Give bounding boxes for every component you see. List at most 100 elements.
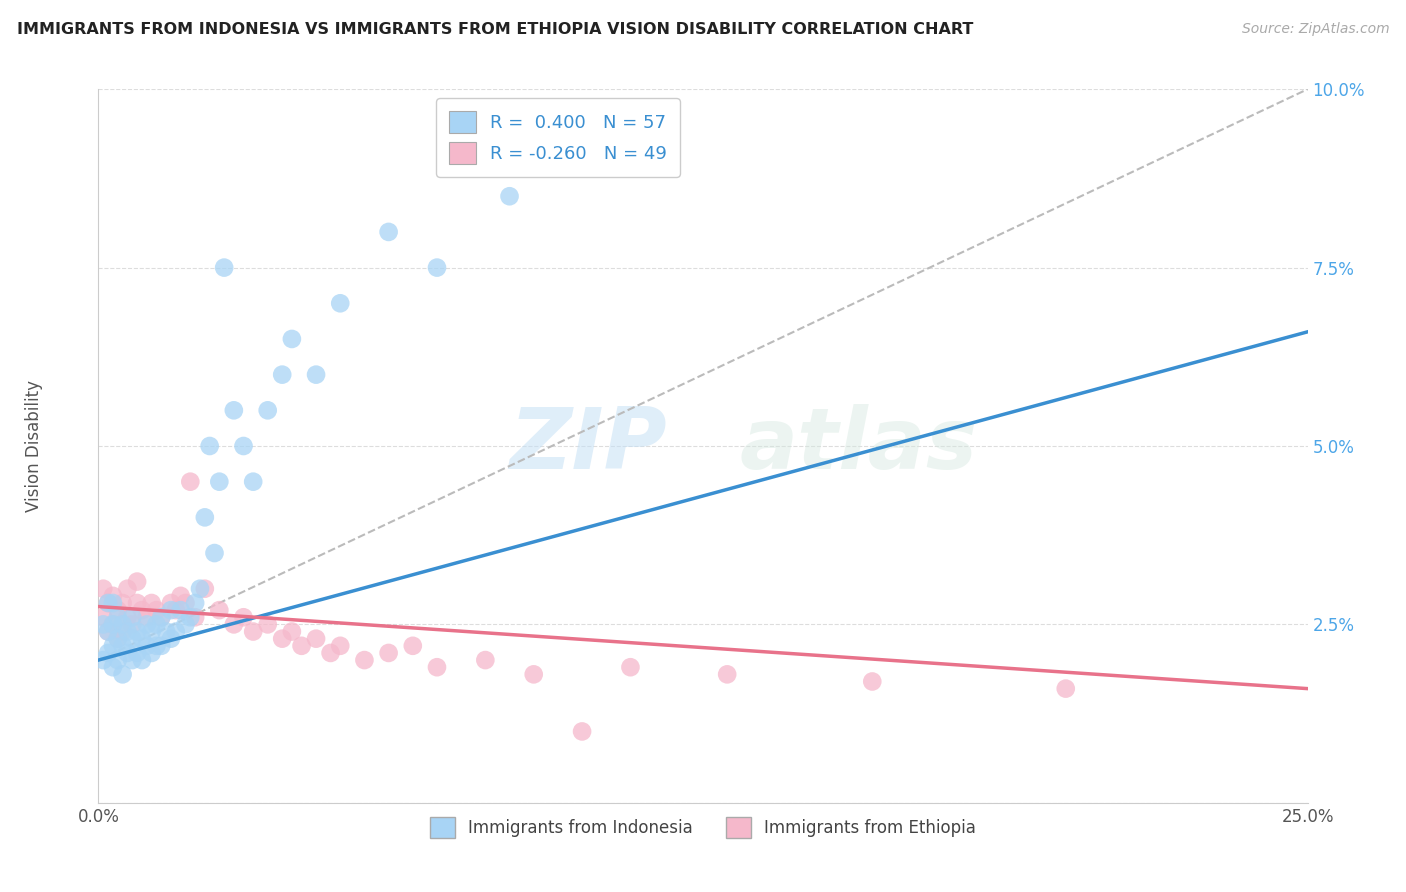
Point (169, 603, 191, 617)
Point (91, 617, 114, 632)
Point (127, 596, 149, 610)
Point (179, 475, 201, 489)
Text: ZIP: ZIP (509, 404, 666, 488)
Point (131, 653, 153, 667)
Point (194, 510, 217, 524)
Point (377, 646, 399, 660)
Point (474, 653, 496, 667)
Point (184, 596, 207, 610)
Point (121, 617, 143, 632)
Point (232, 610, 254, 624)
Point (107, 610, 129, 624)
Point (127, 624, 149, 639)
Point (426, 660, 449, 674)
Point (97, 596, 120, 610)
Point (281, 624, 304, 639)
Point (160, 632, 183, 646)
Point (111, 639, 134, 653)
Point (619, 660, 641, 674)
Point (127, 574, 149, 589)
Point (242, 475, 264, 489)
Point (860, 674, 883, 689)
Legend: Immigrants from Indonesia, Immigrants from Ethiopia: Immigrants from Indonesia, Immigrants fr… (423, 811, 983, 845)
Point (145, 617, 167, 632)
Point (97, 646, 120, 660)
Point (107, 653, 129, 667)
Point (101, 660, 124, 674)
Point (145, 639, 167, 653)
Point (121, 653, 143, 667)
Point (91, 610, 114, 624)
Point (117, 624, 139, 639)
Point (111, 617, 134, 632)
Point (165, 603, 187, 617)
Point (111, 596, 134, 610)
Point (107, 603, 129, 617)
Point (117, 646, 139, 660)
Point (155, 624, 177, 639)
Point (135, 617, 157, 632)
Point (97, 624, 120, 639)
Point (101, 617, 124, 632)
Point (135, 639, 157, 653)
Point (165, 624, 187, 639)
Point (127, 646, 149, 660)
Point (256, 403, 278, 417)
Text: Source: ZipAtlas.com: Source: ZipAtlas.com (1241, 22, 1389, 37)
Point (353, 653, 375, 667)
Point (256, 617, 278, 632)
Point (141, 624, 163, 639)
Point (305, 632, 328, 646)
Point (498, 189, 520, 203)
Point (91, 653, 114, 667)
Point (101, 596, 124, 610)
Point (402, 639, 425, 653)
Point (208, 475, 231, 489)
Point (426, 260, 449, 275)
Point (271, 632, 294, 646)
Point (204, 546, 226, 560)
Y-axis label: Vision Disability: Vision Disability (25, 380, 42, 512)
Point (107, 632, 129, 646)
Point (174, 596, 197, 610)
Point (184, 610, 207, 624)
Point (111, 667, 134, 681)
Point (150, 610, 173, 624)
Point (150, 610, 173, 624)
Point (188, 582, 211, 596)
Point (329, 296, 352, 310)
Point (121, 632, 143, 646)
Point (91, 582, 114, 596)
Point (131, 632, 153, 646)
Point (160, 603, 183, 617)
Point (101, 617, 124, 632)
Point (222, 617, 245, 632)
Point (179, 610, 201, 624)
Point (111, 624, 134, 639)
Point (117, 610, 139, 624)
Point (305, 368, 328, 382)
Point (319, 646, 342, 660)
Point (141, 646, 163, 660)
Point (271, 368, 294, 382)
Point (194, 582, 217, 596)
Point (716, 667, 738, 681)
Point (232, 439, 254, 453)
Point (329, 639, 352, 653)
Point (174, 617, 197, 632)
Point (212, 260, 235, 275)
Point (131, 603, 153, 617)
Point (169, 589, 191, 603)
Point (523, 667, 546, 681)
Point (281, 332, 304, 346)
Point (107, 632, 129, 646)
Point (141, 596, 163, 610)
Point (198, 439, 221, 453)
Point (222, 403, 245, 417)
Point (1054, 681, 1077, 696)
Point (117, 582, 139, 596)
Point (97, 624, 120, 639)
Text: atlas: atlas (740, 404, 977, 488)
Point (101, 639, 124, 653)
Point (571, 724, 593, 739)
